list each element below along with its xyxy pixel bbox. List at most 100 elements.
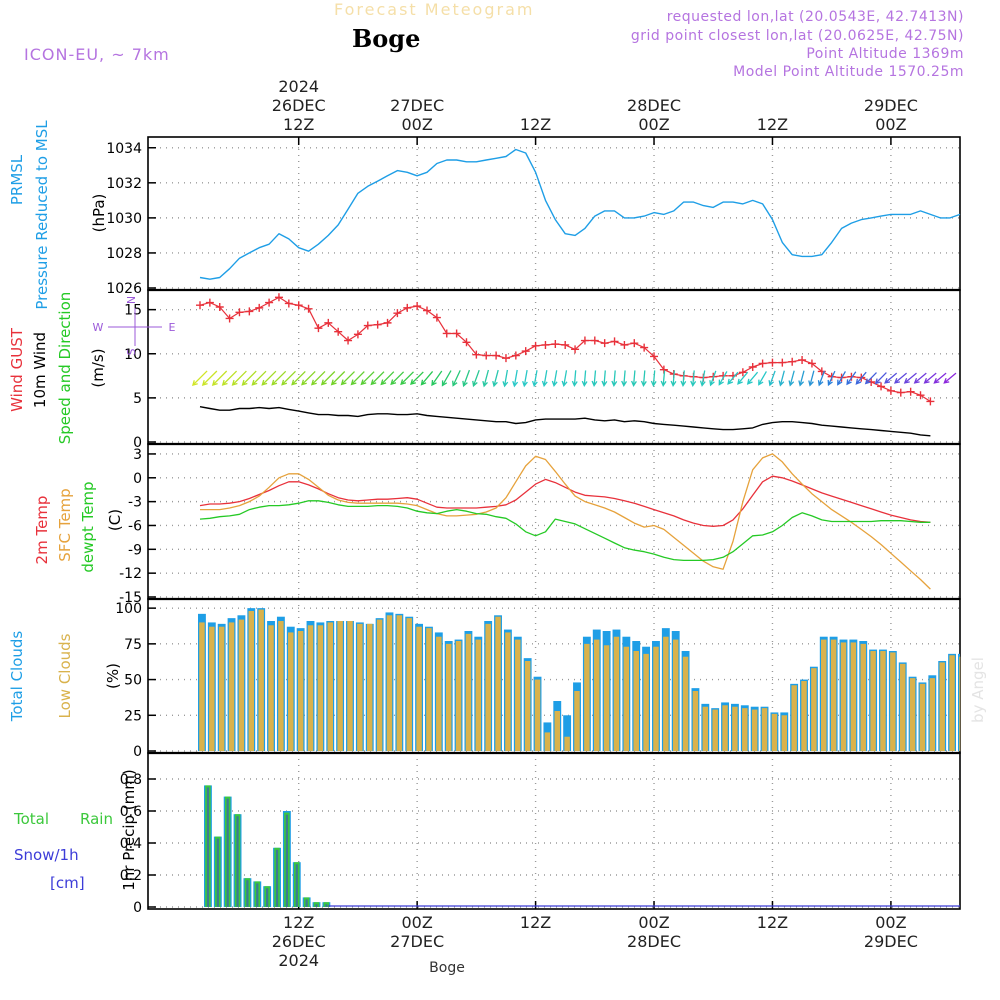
low-cloud-bar — [702, 706, 709, 751]
gust-marker — [334, 327, 343, 336]
low-cloud-bar — [732, 706, 738, 751]
wind-direction-arrow — [462, 369, 471, 388]
gust-marker — [561, 340, 570, 349]
wind-direction-arrow — [502, 369, 509, 388]
gust-marker — [906, 387, 915, 396]
footer-location: Boge — [429, 960, 465, 976]
low-cloud-bar — [633, 651, 639, 751]
low-cloud-bar — [554, 711, 560, 751]
wind-direction-arrow — [690, 370, 697, 387]
gust-marker — [304, 304, 313, 313]
pressure-label: Pressure Reduced to MSL — [33, 120, 51, 310]
compass-east-label: E — [169, 321, 176, 334]
wind-direction-arrow — [310, 370, 326, 386]
watermark: by Angel — [969, 657, 987, 723]
low-cloud-bar — [445, 643, 452, 751]
top-time-label: 00Z — [638, 115, 669, 134]
location-title: Boge — [352, 24, 421, 53]
wind-gust-label: Wind GUST — [8, 327, 26, 412]
low-cloud-bar — [623, 646, 630, 751]
wind-direction-arrow — [281, 370, 296, 386]
pressure-unit: (hPa) — [90, 194, 108, 233]
wind-direction-arrow — [778, 370, 785, 387]
gust-marker — [630, 339, 639, 348]
low-cloud-bar — [584, 643, 590, 751]
top-time-label: 27DEC — [390, 96, 444, 115]
point-altitude: Point Altitude 1369m — [806, 46, 964, 62]
top-time-label: 29DEC — [864, 96, 918, 115]
gust-marker — [521, 347, 530, 356]
gust-marker — [531, 341, 540, 350]
gust-marker — [492, 351, 501, 360]
wind-direction-arrow — [591, 370, 598, 387]
top-time-label: 2024 — [278, 77, 319, 96]
gust-marker — [807, 359, 816, 368]
wind-direction-arrow — [798, 370, 805, 387]
precip-total-label: Total — [13, 810, 49, 828]
wind-direction-arrow — [884, 372, 898, 384]
low-cloud-bar — [949, 655, 955, 751]
dewpt-line — [199, 500, 931, 562]
low-cloud-bar — [751, 709, 758, 751]
wind-direction-arrow — [482, 369, 490, 388]
low-cloud-bar — [209, 626, 215, 751]
precip-snow-bar — [216, 838, 219, 907]
wind-direction-arrow — [420, 370, 434, 386]
low-cloud-bar — [436, 636, 442, 751]
low-cloud-bar — [801, 681, 807, 751]
wind-direction-arrow — [330, 371, 346, 386]
gust-marker — [403, 303, 412, 312]
y-tick-label-clouds: 25 — [124, 708, 142, 724]
panel-frame-precip — [147, 752, 961, 910]
low-cloud-bar — [258, 609, 264, 751]
bottom-time-label: 12Z — [757, 913, 788, 932]
bottom-time-label: 00Z — [875, 913, 906, 932]
low-cloud-bar — [505, 632, 511, 751]
wind-direction-arrow — [855, 371, 867, 385]
wind-direction-arrow — [727, 371, 739, 385]
wind-direction-arrow — [680, 370, 687, 387]
sfc-temp-line — [200, 453, 931, 590]
wind-direction-arrow — [808, 370, 815, 387]
wind-direction-arrow — [631, 370, 637, 387]
gust-marker — [274, 293, 283, 302]
pressure-line — [199, 148, 961, 280]
low-cloud-bar — [603, 645, 610, 751]
panel-frame-pressure — [147, 136, 961, 291]
low-cloud-bar — [682, 656, 689, 751]
gust-marker — [541, 340, 550, 349]
y-tick-label-precip: 0 — [133, 900, 142, 916]
low-cloud-bar — [248, 611, 255, 751]
gust-marker — [314, 324, 323, 333]
gust-marker — [344, 336, 353, 345]
bottom-time-label: 26DEC — [272, 932, 326, 951]
y-tick-label-wind: 5 — [133, 391, 142, 407]
gust-marker — [215, 303, 224, 311]
gust-marker — [205, 298, 214, 307]
gust-marker — [383, 318, 392, 327]
total-cloud-bar — [563, 715, 572, 751]
clouds-unit: (%) — [104, 663, 122, 689]
low-cloud-bar — [485, 623, 491, 751]
y-tick-label-precip: 0.6 — [120, 804, 142, 820]
precip-snow-unit: [cm] — [50, 874, 85, 892]
low-cloud-bar — [465, 633, 472, 751]
top-time-label: 00Z — [401, 115, 432, 134]
wind-direction-arrow — [231, 370, 247, 386]
wind-direction-arrow — [512, 369, 519, 388]
wind-direction-arrow — [827, 370, 836, 387]
gust-marker — [778, 358, 787, 367]
gust-marker — [294, 301, 303, 310]
low-cloud-bar — [880, 651, 886, 751]
low-cloud-bar — [307, 625, 314, 751]
gust-marker — [620, 340, 629, 349]
wind-direction-arrow — [788, 370, 795, 387]
wind-direction-arrow — [874, 372, 887, 385]
low-cloud-bar — [475, 639, 482, 751]
wind-direction-arrow — [551, 370, 558, 388]
y-tick-label-temp: 0 — [133, 471, 142, 487]
low-cloud-bar — [791, 685, 797, 751]
compass-west-label: W — [93, 321, 104, 334]
gust-marker — [798, 355, 807, 364]
